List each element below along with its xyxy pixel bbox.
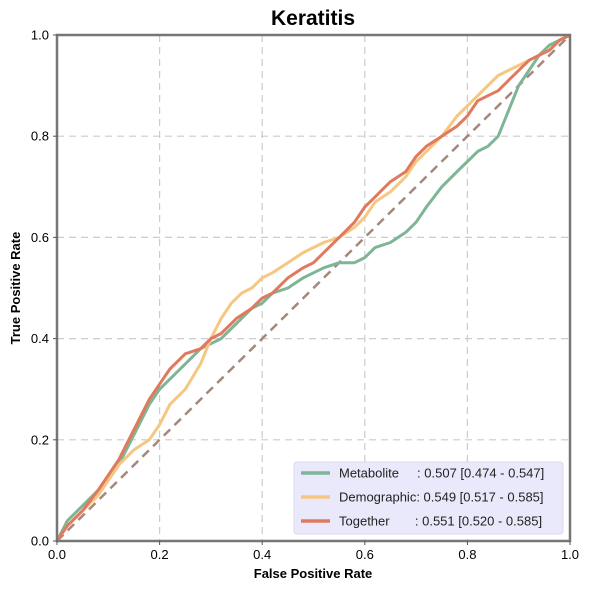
y-tick-label: 0.2	[31, 432, 49, 447]
series-lines	[55, 33, 571, 542]
legend-box	[293, 461, 564, 535]
legend-label-metabolite: Metabolite : 0.507 [0.474 - 0.547]	[339, 466, 544, 481]
x-tick-label: 0.0	[48, 547, 66, 562]
chart-title: Keratitis	[271, 7, 355, 30]
legend-label-demographic: Demographic: 0.549 [0.517 - 0.585]	[339, 490, 544, 505]
series-line-together	[55, 33, 571, 542]
x-axis-label: False Positive Rate	[254, 566, 373, 581]
y-ticks: 0.0 0.2 0.4 0.6 0.8 1.0	[31, 28, 57, 549]
x-tick-label: 1.0	[561, 547, 579, 562]
series-line-demographic	[55, 33, 571, 542]
y-tick-label: 0.0	[31, 534, 49, 549]
x-ticks: 0.0 0.2 0.4 0.6 0.8 1.0	[48, 541, 579, 562]
y-tick-label: 1.0	[31, 28, 49, 43]
y-axis-label: True Positive Rate	[8, 232, 23, 345]
legend: Metabolite : 0.507 [0.474 - 0.547] Demogr…	[293, 461, 564, 535]
grid	[57, 35, 570, 541]
y-tick-label: 0.4	[31, 331, 49, 346]
x-tick-label: 0.4	[253, 547, 271, 562]
plot-frame	[55, 33, 572, 543]
chance-line	[56, 34, 571, 542]
y-tick-label: 0.6	[31, 230, 49, 245]
legend-label-together: Together : 0.551 [0.520 - 0.585]	[339, 514, 542, 529]
x-tick-label: 0.8	[458, 547, 476, 562]
chance-line-group	[56, 34, 571, 542]
x-tick-label: 0.2	[151, 547, 169, 562]
series-line-metabolite	[55, 33, 571, 542]
legend-items: Metabolite : 0.507 [0.474 - 0.547] Demogr…	[301, 466, 544, 529]
y-tick-label: 0.8	[31, 129, 49, 144]
x-tick-label: 0.6	[356, 547, 374, 562]
